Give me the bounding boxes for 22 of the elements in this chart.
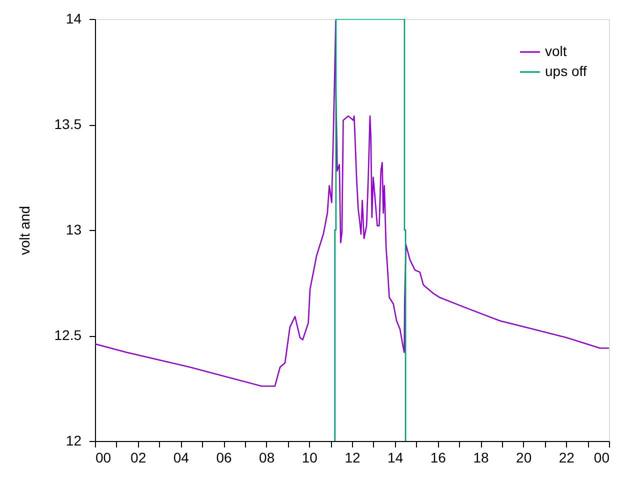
x-tick-label: 12 bbox=[344, 450, 360, 466]
y-tick-label: 12.5 bbox=[54, 327, 82, 343]
legend-label: volt bbox=[545, 43, 567, 59]
x-tick-label: 10 bbox=[302, 450, 318, 466]
x-tick-label: 18 bbox=[473, 450, 489, 466]
y-tick-label: 13.5 bbox=[54, 116, 82, 132]
x-tick-label: 04 bbox=[173, 450, 190, 466]
y-tick-label: 14 bbox=[66, 10, 82, 26]
x-tick-label: 22 bbox=[558, 450, 575, 466]
x-tick-label: 06 bbox=[216, 450, 232, 466]
legend-label: ups off bbox=[545, 63, 587, 79]
x-tick-label: 00 bbox=[96, 450, 112, 466]
x-tick-label: 14 bbox=[388, 450, 404, 466]
x-tick-label: 02 bbox=[130, 450, 146, 466]
x-tick-label: 16 bbox=[430, 450, 446, 466]
x-tick-label: 00 bbox=[594, 450, 610, 466]
y-tick-label: 13 bbox=[66, 222, 82, 238]
x-tick-label: 08 bbox=[259, 450, 275, 466]
y-axis-title: volt and bbox=[16, 206, 32, 256]
y-tick-label: 12 bbox=[66, 432, 82, 448]
line-series bbox=[95, 20, 609, 387]
x-tick-label: 20 bbox=[516, 450, 532, 466]
